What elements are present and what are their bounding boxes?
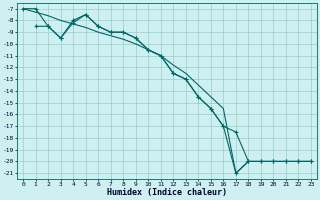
X-axis label: Humidex (Indice chaleur): Humidex (Indice chaleur) (107, 188, 227, 197)
